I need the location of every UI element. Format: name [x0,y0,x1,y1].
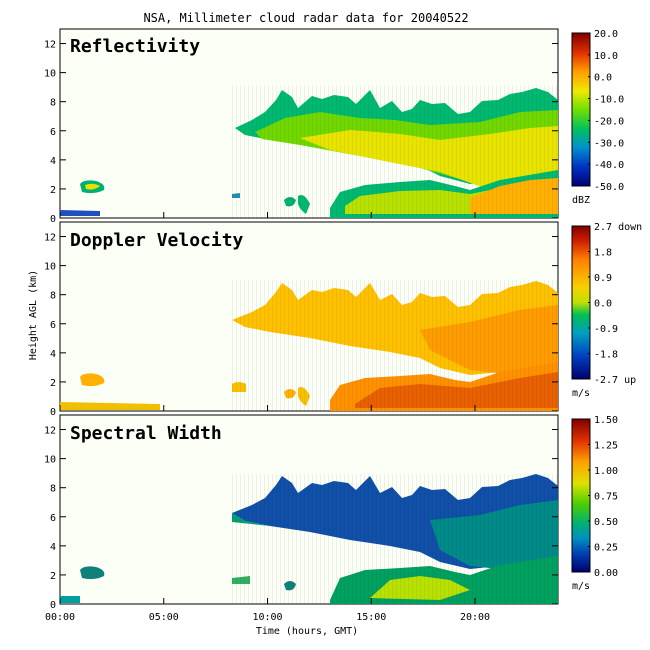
x-tick-label: 00:00 [45,612,75,623]
panel-label: Doppler Velocity [70,230,244,251]
colorbar-tick-label: 0.00 [594,568,618,579]
x-tick-label: 20:00 [460,612,490,623]
y-tick-label: 10 [44,69,56,80]
colorbar-frame [571,225,591,380]
y-tick-label: 2 [50,571,56,582]
y-tick-label: 10 [44,262,56,273]
colorbar-unit: dBZ [572,195,590,206]
colorbar-tick-label: 0.9 [594,273,612,284]
y-tick-label: 4 [50,156,56,167]
colorbar-tick-label: 0.50 [594,517,618,528]
colorbar [572,33,590,186]
colorbar-tick-label: -1.8 [594,350,618,361]
radar-echo-layer [60,280,558,411]
y-axis-ticks: 0 2 4 6 8 10 12 [44,233,558,418]
y-axis-ticks: 0 2 4 6 8 10 12 [44,40,558,225]
y-tick-label: 12 [44,233,56,244]
y-tick-label: 6 [50,320,56,331]
colorbar-tick-label: -10.0 [594,95,624,106]
colorbar-unit: m/s [572,581,590,592]
echo-small-cloud [80,373,105,387]
y-tick-label: 4 [50,349,56,360]
y-tick-label: 4 [50,542,56,553]
y-axis-ticks: 0 2 4 6 8 10 12 [44,426,558,611]
colorbar-ticks: 2.7 down 1.8 0.9 0.0 -0.9 -1.8 -2.7 up [571,222,642,386]
colorbar-tick-label: 10.0 [594,51,618,62]
y-tick-label: 8 [50,98,56,109]
colorbar-tick-label: 1.50 [594,415,618,426]
colorbar [572,419,590,572]
y-tick-label: 10 [44,455,56,466]
colorbar-tick-label: 1.25 [594,441,618,452]
panel-doppler-velocity: Doppler Velocity 0 2 4 6 8 10 12 2.7 down 1.8 0.… [44,221,642,418]
echo-surface [60,402,160,410]
colorbar-tick-label: 0.0 [594,299,612,310]
y-axis-label: Height AGL (km) [28,270,39,360]
colorbar-frame [571,418,591,573]
colorbar-tick-label: -50.0 [594,182,624,193]
colorbar-tick-label: -2.7 up [594,375,636,386]
colorbar-ticks: 20.0 10.0 0.0 -10.0 -20.0 -30.0 -40.0 -50.0 [571,29,624,193]
panel-spectral-width: Spectral Width 0 2 4 6 8 10 12 1.50 1.25 1.00 0.7… [44,414,618,611]
y-tick-label: 6 [50,127,56,138]
panel-label: Reflectivity [70,36,200,57]
colorbar-tick-label: -20.0 [594,116,624,127]
chart-title: NSA, Millimeter cloud radar data for 200… [143,11,468,25]
y-tick-label: 2 [50,378,56,389]
panel-reflectivity: Reflectivity 0 2 4 6 8 10 12 20.0 10.0 0.0 -10.0 -… [44,28,624,225]
y-tick-label: 12 [44,426,56,437]
x-axis-ticks: 00:00 05:00 10:00 15:00 20:00 [45,212,490,623]
x-tick-label: 15:00 [356,612,386,623]
colorbar-tick-label: 1.8 [594,248,612,259]
colorbar [572,226,590,379]
colorbar-frame [571,32,591,187]
colorbar-tick-label: 0.75 [594,492,618,503]
y-tick-label: 2 [50,185,56,196]
y-tick-label: 0 [50,407,56,418]
colorbar-tick-label: 0.25 [594,543,618,554]
radar-echo-layer [60,86,558,218]
y-tick-label: 12 [44,40,56,51]
colorbar-tick-label: -30.0 [594,138,624,149]
panel-label: Spectral Width [70,423,222,444]
colorbar-tick-label: 0.0 [594,73,612,84]
x-tick-label: 10:00 [252,612,282,623]
radar-echo-layer [60,474,558,604]
echo-surface [60,596,80,603]
colorbar-tick-label: -0.9 [594,324,618,335]
colorbar-tick-label: 1.00 [594,466,618,477]
echo-small-cloud-core [85,183,100,190]
y-tick-label: 0 [50,600,56,611]
x-tick-label: 05:00 [149,612,179,623]
y-tick-label: 8 [50,291,56,302]
streak-texture [232,86,558,218]
y-tick-label: 0 [50,214,56,225]
echo-small-cloud [80,566,105,580]
colorbar-unit: m/s [572,388,590,399]
colorbar-tick-label: -40.0 [594,160,624,171]
colorbar-ticks: 1.50 1.25 1.00 0.75 0.50 0.25 0.00 [571,415,618,579]
colorbar-tick-label: 20.0 [594,29,618,40]
streak-texture [232,280,558,411]
y-tick-label: 6 [50,513,56,524]
echo-surface-pink [60,210,100,216]
streak-texture [232,474,558,604]
colorbar-tick-label: 2.7 down [594,222,642,233]
x-axis-label: Time (hours, GMT) [256,626,358,637]
y-tick-label: 8 [50,484,56,495]
